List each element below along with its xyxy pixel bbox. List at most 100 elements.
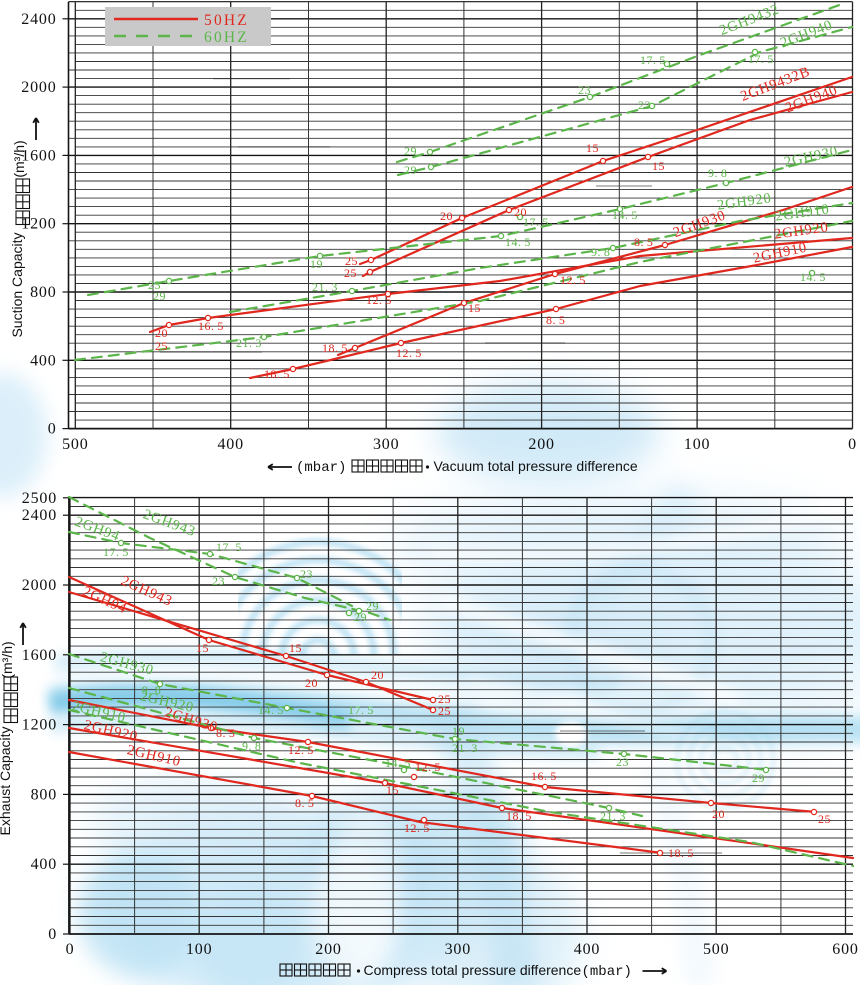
svg-text:12. 5: 12. 5 [415, 760, 441, 774]
svg-text:12. 5: 12. 5 [396, 346, 422, 360]
svg-text:20: 20 [305, 676, 318, 690]
svg-text:500: 500 [62, 436, 88, 453]
svg-text:Suction Capacity: Suction Capacity [9, 232, 25, 337]
svg-text:25: 25 [344, 266, 357, 280]
svg-text:0: 0 [48, 421, 57, 438]
svg-text:29: 29 [153, 289, 166, 303]
svg-text:2GH910: 2GH910 [774, 201, 830, 224]
svg-text:29: 29 [404, 163, 417, 177]
svg-text:9. 8: 9. 8 [242, 739, 261, 753]
svg-text:200: 200 [315, 941, 341, 958]
svg-text:9. 8: 9. 8 [142, 683, 161, 697]
svg-text:9. 8: 9. 8 [708, 166, 727, 180]
svg-text:100: 100 [186, 941, 212, 958]
svg-text:(mbar): (mbar) [296, 460, 346, 476]
svg-text:17. 5: 17. 5 [748, 52, 774, 66]
svg-text:16. 5: 16. 5 [198, 319, 224, 333]
svg-text:17. 5: 17. 5 [103, 545, 129, 559]
svg-text:23: 23 [212, 574, 225, 588]
svg-text:14. 5: 14. 5 [505, 235, 531, 249]
svg-text:300: 300 [373, 436, 399, 453]
svg-text:50HZ: 50HZ [204, 12, 249, 29]
svg-text:2000: 2000 [22, 577, 57, 594]
svg-text:19: 19 [310, 257, 323, 271]
svg-text:2GH920: 2GH920 [716, 190, 772, 213]
svg-text:(m³/h): (m³/h) [0, 641, 15, 678]
svg-text:400: 400 [31, 856, 57, 873]
svg-text:25: 25 [438, 704, 451, 718]
svg-text:25: 25 [345, 254, 358, 268]
svg-text:800: 800 [30, 284, 56, 301]
svg-text:0: 0 [848, 436, 857, 453]
svg-text:12. 5: 12. 5 [288, 743, 314, 757]
svg-text:14. 5: 14. 5 [612, 208, 638, 222]
svg-text:Exhaust Capacity: Exhaust Capacity [0, 727, 13, 836]
svg-text:2400: 2400 [22, 507, 57, 524]
svg-text:(mbar): (mbar) [582, 964, 632, 980]
svg-text:29: 29 [404, 144, 417, 158]
svg-text:20: 20 [440, 209, 453, 223]
svg-text:2000: 2000 [21, 79, 56, 96]
svg-text:20: 20 [514, 205, 527, 219]
svg-text:60HZ: 60HZ [204, 29, 249, 46]
svg-text:16. 5: 16. 5 [531, 769, 557, 783]
svg-text:1200: 1200 [22, 717, 57, 734]
svg-text:15: 15 [196, 641, 209, 655]
svg-text:400: 400 [217, 436, 243, 453]
svg-text:8. 5: 8. 5 [295, 796, 314, 810]
svg-text:17. 5: 17. 5 [640, 53, 666, 67]
svg-text:(m³/h): (m³/h) [11, 140, 27, 177]
svg-text:100: 100 [684, 436, 710, 453]
svg-text:17. 5: 17. 5 [216, 540, 242, 554]
svg-text:15: 15 [586, 141, 599, 155]
svg-text:8. 5: 8. 5 [634, 235, 653, 249]
svg-text:12. 5: 12. 5 [404, 821, 430, 835]
svg-text:12. 5: 12. 5 [366, 293, 392, 307]
svg-text:14. 5: 14. 5 [800, 270, 826, 284]
svg-text:18. 5: 18. 5 [264, 367, 290, 381]
svg-text:200: 200 [528, 436, 554, 453]
svg-text:14. 5: 14. 5 [385, 756, 411, 770]
svg-text:18. 5: 18. 5 [668, 846, 694, 860]
svg-text:2500: 2500 [22, 490, 57, 507]
svg-text:18. 5: 18. 5 [506, 809, 532, 823]
svg-text:8. 5: 8. 5 [216, 726, 235, 740]
svg-text:15: 15 [652, 159, 665, 173]
svg-text:29: 29 [366, 599, 379, 613]
svg-text:21. 3: 21. 3 [600, 809, 626, 823]
svg-text:2400: 2400 [21, 11, 56, 28]
svg-text:18. 5: 18. 5 [322, 341, 348, 355]
svg-text:23: 23 [148, 278, 161, 292]
svg-text:25: 25 [438, 692, 451, 706]
svg-text:1600: 1600 [22, 647, 57, 664]
svg-text:Vacuum total pressure differen: Vacuum total pressure difference [434, 458, 638, 474]
svg-text:1600: 1600 [21, 147, 56, 164]
svg-text:400: 400 [574, 941, 600, 958]
svg-text:20: 20 [371, 668, 384, 682]
svg-text:21. 3: 21. 3 [452, 741, 478, 755]
svg-text:8. 5: 8. 5 [546, 313, 565, 327]
svg-text:9. 8: 9. 8 [591, 245, 610, 259]
svg-text:15: 15 [386, 783, 399, 797]
svg-text:23: 23 [578, 83, 591, 97]
svg-text:23: 23 [300, 567, 313, 581]
svg-text:15: 15 [289, 641, 302, 655]
svg-text:29: 29 [752, 771, 765, 785]
svg-text:23: 23 [616, 755, 629, 769]
svg-text:300: 300 [445, 941, 471, 958]
svg-text:23: 23 [638, 98, 651, 112]
svg-text:400: 400 [30, 352, 56, 369]
svg-text:500: 500 [703, 941, 729, 958]
svg-text:20: 20 [712, 807, 725, 821]
svg-text:800: 800 [31, 786, 57, 803]
svg-text:12. 5: 12. 5 [560, 273, 586, 287]
svg-text:0: 0 [48, 926, 57, 943]
svg-text:2GH920: 2GH920 [773, 219, 829, 242]
svg-text:25: 25 [818, 812, 831, 826]
svg-text:Compress total pressure differ: Compress total pressure difference [364, 962, 582, 978]
svg-text:14. 5: 14. 5 [258, 703, 284, 717]
svg-text:600: 600 [832, 941, 858, 958]
svg-text:19: 19 [452, 724, 465, 738]
svg-text:15: 15 [468, 301, 481, 315]
svg-text:29: 29 [354, 610, 367, 624]
